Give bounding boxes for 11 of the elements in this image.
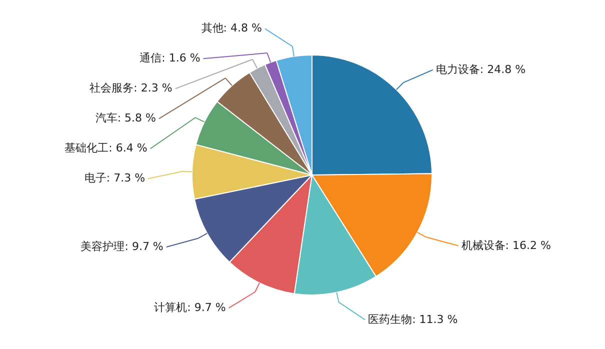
- slice-label: 美容护理: 9.7 %: [80, 240, 164, 253]
- slice-label: 社会服务: 2.3 %: [90, 82, 172, 95]
- slice-label: 电子: 7.3 %: [84, 172, 146, 185]
- slice-label: 医药生物: 11.3 %: [368, 312, 458, 326]
- slice-label: 汽车: 5.8 %: [95, 112, 156, 125]
- slice-label: 机械设备: 16.2 %: [461, 238, 551, 252]
- slice-label: 其他: 4.8 %: [201, 22, 262, 35]
- slice-label: 电力设备: 24.8 %: [436, 62, 526, 76]
- slice-label: 计算机: 9.7 %: [154, 301, 226, 314]
- slice-label: 基础化工: 6.4 %: [64, 142, 148, 155]
- slice-label: 通信: 1.6 %: [140, 52, 200, 65]
